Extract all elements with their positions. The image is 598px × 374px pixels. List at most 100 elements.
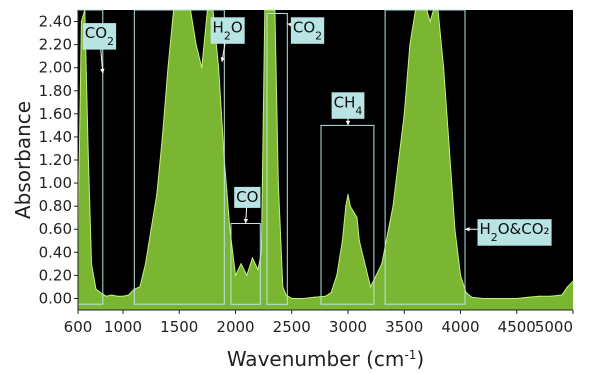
data-point bbox=[251, 257, 253, 259]
x-tick-label: 1000 bbox=[104, 318, 142, 336]
y-tick-label: 0.60 bbox=[39, 220, 72, 238]
absorbance-line bbox=[77, 9, 574, 299]
data-point bbox=[80, 20, 82, 23]
data-point bbox=[538, 295, 540, 297]
data-point bbox=[381, 263, 383, 265]
data-point bbox=[409, 44, 411, 46]
data-point bbox=[392, 205, 394, 207]
data-point bbox=[443, 67, 445, 69]
y-tick-label: 2.40 bbox=[39, 13, 72, 31]
data-point bbox=[353, 211, 355, 213]
x-axis-title-end: ) bbox=[416, 347, 424, 371]
annotation-label-subscript: 2 bbox=[224, 29, 231, 42]
annotation-label: CO2 bbox=[82, 23, 117, 50]
data-point bbox=[201, 67, 203, 69]
annotation-arrow-head bbox=[220, 57, 225, 62]
annotation-label-background bbox=[290, 17, 325, 44]
annotation-arrow-head bbox=[287, 22, 293, 27]
data-point bbox=[240, 263, 242, 265]
annotation-label-text: CO2 bbox=[293, 18, 322, 42]
annotation-label-tail: O bbox=[231, 18, 243, 36]
data-point bbox=[285, 294, 287, 296]
data-point bbox=[549, 295, 552, 297]
data-point bbox=[493, 297, 495, 300]
annotation-box bbox=[266, 13, 288, 305]
annotation-arrow-head bbox=[243, 218, 249, 224]
x-axis-title-text: Wavenumber (cm bbox=[227, 347, 405, 371]
data-point bbox=[302, 297, 304, 300]
data-point bbox=[161, 136, 163, 138]
data-point bbox=[347, 194, 349, 196]
data-point bbox=[516, 297, 518, 300]
y-tick-label: 0.80 bbox=[39, 197, 72, 215]
y-tick-label: 0.00 bbox=[39, 289, 72, 307]
data-point bbox=[267, 9, 269, 11]
annotation-label: CO2 bbox=[290, 17, 325, 44]
data-point bbox=[257, 269, 259, 271]
data-point bbox=[527, 296, 529, 298]
data-point bbox=[429, 20, 431, 23]
y-tick-label: 1.00 bbox=[39, 174, 72, 192]
annotation-label-background bbox=[210, 17, 245, 44]
data-point bbox=[99, 292, 102, 294]
absorbance-area bbox=[78, 10, 573, 310]
annotation-label-main: CO bbox=[85, 24, 107, 42]
data-point bbox=[324, 295, 327, 297]
data-point bbox=[403, 113, 405, 115]
data-point bbox=[116, 295, 118, 297]
annotation-arrow-head bbox=[345, 120, 351, 126]
annotation-label-text: CO bbox=[236, 188, 258, 206]
annotation-label-main: H bbox=[213, 18, 224, 36]
data-point bbox=[336, 274, 338, 276]
data-point bbox=[90, 263, 93, 265]
data-point bbox=[465, 292, 467, 294]
annotation-box bbox=[133, 9, 225, 305]
data-point bbox=[95, 288, 97, 290]
data-point bbox=[341, 240, 343, 242]
data-point bbox=[87, 147, 89, 150]
annotation-arrow-head bbox=[100, 68, 105, 74]
x-tick-label: 4500 bbox=[498, 318, 536, 336]
y-axis: 0.00 0.20 0.40 0.60 0.80 1.00 1.20 1.40 1.60 1.80… bbox=[39, 10, 79, 310]
annotation-label-subscript: 2 bbox=[107, 35, 114, 48]
annotation-label-text: H2O bbox=[213, 18, 243, 42]
annotation-arrow-head bbox=[465, 227, 470, 232]
x-tick-label: 3000 bbox=[329, 318, 367, 336]
data-point bbox=[139, 286, 141, 288]
x-axis-title: Wavenumber (cm-1) bbox=[227, 347, 424, 371]
annotation-label-main: H bbox=[479, 220, 490, 238]
data-point bbox=[150, 228, 152, 230]
annotation-label: H2O&CO₂ bbox=[477, 219, 552, 246]
annotation-label-text: CO2 bbox=[85, 24, 114, 48]
data-point bbox=[218, 67, 220, 69]
data-point bbox=[234, 274, 237, 276]
data-point bbox=[282, 286, 284, 288]
data-point bbox=[345, 205, 347, 207]
series-layer bbox=[77, 9, 574, 310]
annotation-box bbox=[384, 9, 466, 305]
annotation-label-tail: O&CO₂ bbox=[498, 220, 550, 238]
x-tick-label: 5000 bbox=[535, 318, 573, 336]
annotation-label: H2O bbox=[210, 17, 245, 44]
data-point bbox=[156, 194, 158, 196]
data-point bbox=[482, 297, 484, 300]
annotation-box bbox=[320, 124, 375, 305]
annotation-label-background bbox=[82, 23, 117, 50]
annotation-label-background bbox=[477, 219, 552, 246]
x-tick-label: 3500 bbox=[385, 318, 423, 336]
annotation-label: CH4 bbox=[331, 92, 365, 119]
data-point bbox=[504, 297, 507, 300]
x-tick-label: 4000 bbox=[441, 318, 479, 336]
data-point bbox=[291, 297, 293, 300]
data-point bbox=[122, 295, 124, 297]
data-point bbox=[364, 263, 366, 265]
data-point bbox=[270, 9, 273, 11]
data-point bbox=[561, 294, 563, 296]
data-point bbox=[448, 147, 450, 150]
y-tick-label: 0.20 bbox=[39, 266, 72, 284]
x-tick-label: 2500 bbox=[273, 318, 311, 336]
annotation-label-main: CO bbox=[293, 18, 315, 36]
